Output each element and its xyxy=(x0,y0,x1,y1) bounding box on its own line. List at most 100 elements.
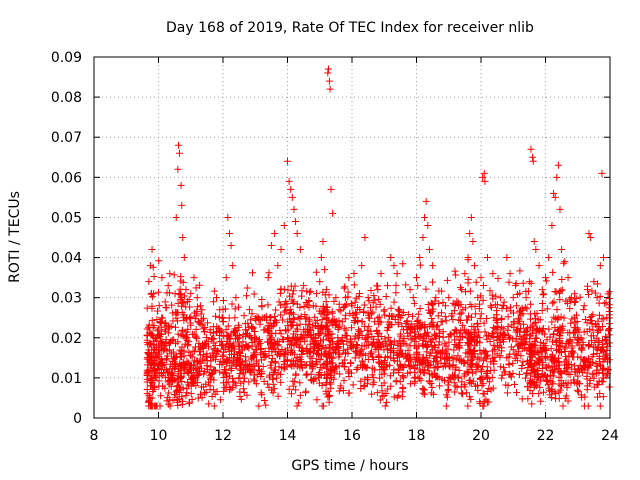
data-point xyxy=(261,348,269,356)
data-point xyxy=(436,329,444,337)
data-point xyxy=(381,335,389,343)
data-point xyxy=(518,361,526,369)
data-point xyxy=(335,387,343,395)
data-point xyxy=(487,366,495,374)
data-point xyxy=(353,347,361,355)
data-point xyxy=(422,285,430,293)
data-point xyxy=(424,221,432,229)
data-point xyxy=(305,303,313,311)
data-point xyxy=(180,299,188,307)
data-point xyxy=(219,314,227,322)
data-point xyxy=(523,369,531,377)
data-point xyxy=(510,380,518,388)
data-point xyxy=(581,357,589,365)
data-point xyxy=(433,363,441,371)
data-point xyxy=(563,384,571,392)
data-point xyxy=(155,257,163,265)
data-point xyxy=(222,383,230,391)
data-point xyxy=(240,312,248,320)
data-point xyxy=(416,374,424,382)
data-point xyxy=(194,394,202,402)
data-point xyxy=(300,302,308,310)
data-point xyxy=(197,310,205,318)
data-point xyxy=(542,363,550,371)
data-point xyxy=(255,366,263,374)
data-point xyxy=(360,381,368,389)
data-point xyxy=(476,400,484,408)
data-point xyxy=(538,352,546,360)
data-point xyxy=(590,332,598,340)
data-point xyxy=(548,318,556,326)
data-point xyxy=(478,382,486,390)
data-point xyxy=(593,350,601,358)
data-point xyxy=(273,374,281,382)
data-point xyxy=(357,384,365,392)
data-point xyxy=(267,340,275,348)
data-point xyxy=(457,355,465,363)
data-point xyxy=(154,346,162,354)
data-point xyxy=(380,379,388,387)
data-point xyxy=(175,378,183,386)
data-point xyxy=(376,396,384,404)
data-point xyxy=(560,314,568,322)
data-point xyxy=(588,287,596,295)
data-point xyxy=(146,395,154,403)
data-point xyxy=(564,360,572,368)
data-point xyxy=(322,298,330,306)
data-point xyxy=(341,356,349,364)
data-point xyxy=(292,371,300,379)
data-point xyxy=(456,317,464,325)
y-tick-label: 0.06 xyxy=(51,170,82,186)
data-point xyxy=(322,315,330,323)
data-point xyxy=(599,378,607,386)
data-point xyxy=(498,374,506,382)
data-point xyxy=(260,326,268,334)
data-point xyxy=(593,381,601,389)
data-point xyxy=(150,322,158,330)
data-point xyxy=(412,338,420,346)
data-point xyxy=(496,332,504,340)
data-point xyxy=(585,229,593,237)
data-point xyxy=(255,402,263,410)
data-point xyxy=(425,367,433,375)
data-point xyxy=(497,323,505,331)
data-point xyxy=(427,389,435,397)
data-point xyxy=(441,359,449,367)
data-point xyxy=(577,391,585,399)
data-point xyxy=(566,370,574,378)
data-point xyxy=(260,397,268,405)
data-point xyxy=(469,238,477,246)
data-point xyxy=(593,322,601,330)
data-point xyxy=(596,390,604,398)
data-point xyxy=(296,315,304,323)
data-point xyxy=(344,288,352,296)
data-point xyxy=(367,287,375,295)
data-point xyxy=(286,305,294,313)
data-point xyxy=(218,337,226,345)
data-point xyxy=(505,278,513,286)
data-point xyxy=(530,320,538,328)
data-point xyxy=(221,365,229,373)
data-point xyxy=(495,336,503,344)
data-point xyxy=(229,384,237,392)
data-point xyxy=(605,295,613,303)
data-point xyxy=(539,324,547,332)
data-point xyxy=(231,351,239,359)
data-point xyxy=(468,303,476,311)
data-point xyxy=(400,309,408,317)
data-point xyxy=(183,328,191,336)
data-point xyxy=(155,350,163,358)
y-axis-label: ROTI / TECUs xyxy=(7,191,23,283)
data-point xyxy=(548,338,556,346)
data-point xyxy=(455,342,463,350)
data-point xyxy=(196,281,204,289)
data-point xyxy=(328,374,336,382)
data-point xyxy=(156,318,164,326)
data-point xyxy=(210,376,218,384)
data-point xyxy=(316,324,324,332)
data-point xyxy=(507,343,515,351)
data-point xyxy=(182,334,190,342)
data-point xyxy=(365,297,373,305)
data-point xyxy=(528,340,536,348)
data-point xyxy=(500,298,508,306)
